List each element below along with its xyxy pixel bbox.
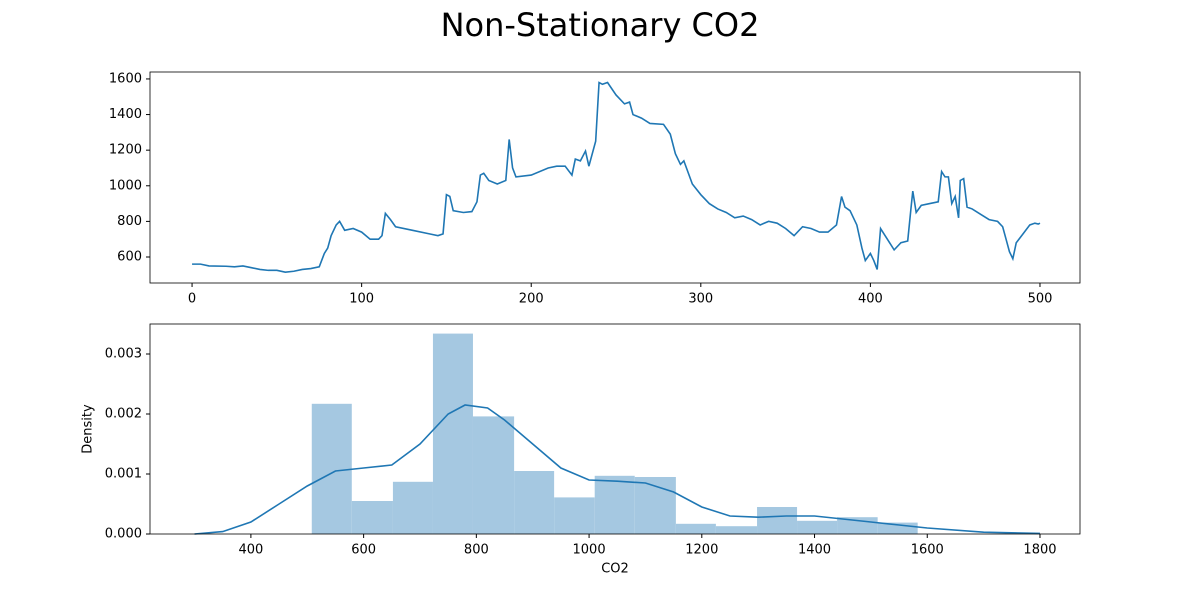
- x-tick-label: 800: [464, 543, 489, 558]
- figure-title: Non-Stationary CO2: [441, 6, 760, 44]
- y-tick-label: 0.002: [105, 407, 142, 422]
- x-axis-label: CO2: [601, 562, 629, 577]
- axes-frame: [149, 323, 1081, 535]
- y-tick-label: 1200: [109, 143, 142, 158]
- data-line: [192, 81, 1041, 273]
- x-tick-label: 1000: [573, 543, 606, 558]
- x-tick-label: 400: [858, 292, 883, 307]
- y-axis-label: Density: [81, 404, 96, 454]
- x-tick-label: 1200: [685, 543, 718, 558]
- hist-bar: [472, 416, 515, 534]
- x-tick-label: 1400: [798, 543, 831, 558]
- hist-bar: [311, 403, 352, 534]
- y-tick-label: 0.000: [105, 527, 142, 542]
- y-tick-label: 1000: [109, 178, 142, 193]
- y-tick-label: 0.001: [105, 467, 142, 482]
- y-tick-label: 1600: [109, 71, 142, 86]
- y-tick-label: 1400: [109, 107, 142, 122]
- x-tick-label: 1800: [1023, 543, 1056, 558]
- hist-bar: [554, 497, 595, 534]
- axes-frame: [149, 71, 1081, 284]
- hist-bar: [715, 526, 758, 534]
- x-tick-label: 500: [1028, 292, 1053, 307]
- x-tick-label: 100: [349, 292, 374, 307]
- y-tick-label: 800: [117, 214, 142, 229]
- hist-bar: [675, 523, 716, 534]
- kde-line: [194, 404, 1040, 535]
- hist-bar: [757, 507, 798, 534]
- hist-bar: [351, 501, 393, 534]
- x-tick-label: 1600: [911, 543, 944, 558]
- hist-bar: [514, 471, 555, 534]
- x-tick-label: 0: [188, 292, 196, 307]
- hist-bar: [392, 481, 433, 534]
- hist-bar: [594, 475, 635, 534]
- y-tick-label: 600: [117, 250, 142, 265]
- hist-bar: [797, 520, 838, 534]
- x-tick-label: 600: [351, 543, 376, 558]
- y-tick-label: 0.003: [105, 347, 142, 362]
- x-tick-label: 200: [519, 292, 544, 307]
- hist-bar: [432, 333, 473, 534]
- hist-bar: [877, 522, 918, 534]
- x-tick-label: 400: [238, 543, 263, 558]
- x-tick-label: 300: [688, 292, 713, 307]
